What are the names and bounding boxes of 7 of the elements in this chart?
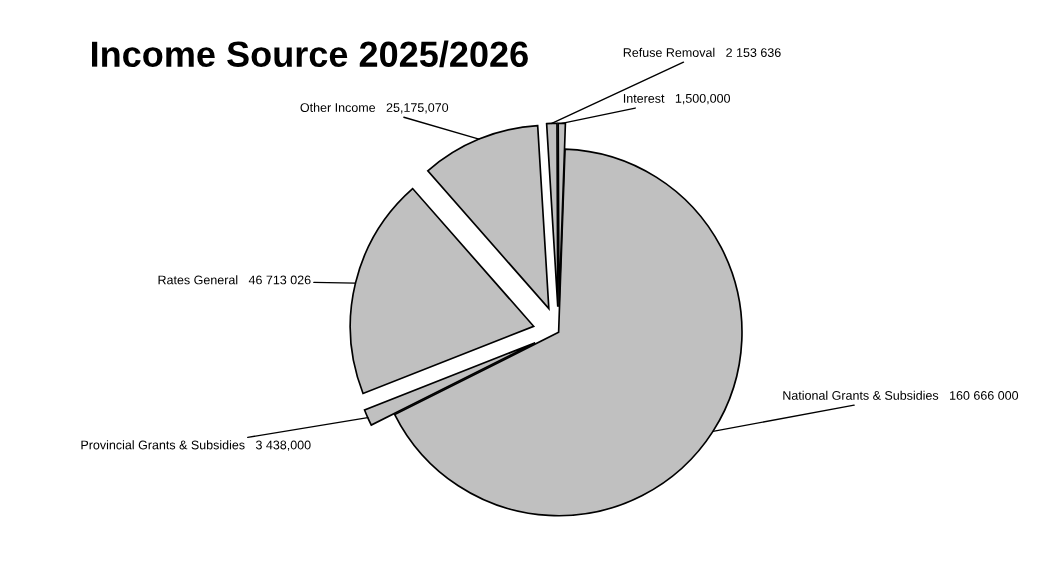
slice-label: Rates General 46 713 026	[158, 275, 311, 285]
slice-label: Provincial Grants & Subsidies 3 438,000	[81, 440, 311, 451]
slice-label: National Grants & Subsidies 160 666 000	[783, 390, 1019, 400]
slice-label: Refuse Removal 2 153 636	[623, 47, 781, 57]
slice-label: Other Income 25,175,070	[300, 102, 449, 114]
chart-title: Income Source 2025/2026	[92, 40, 528, 68]
slice-label: Interest 1,500,000	[623, 93, 731, 105]
